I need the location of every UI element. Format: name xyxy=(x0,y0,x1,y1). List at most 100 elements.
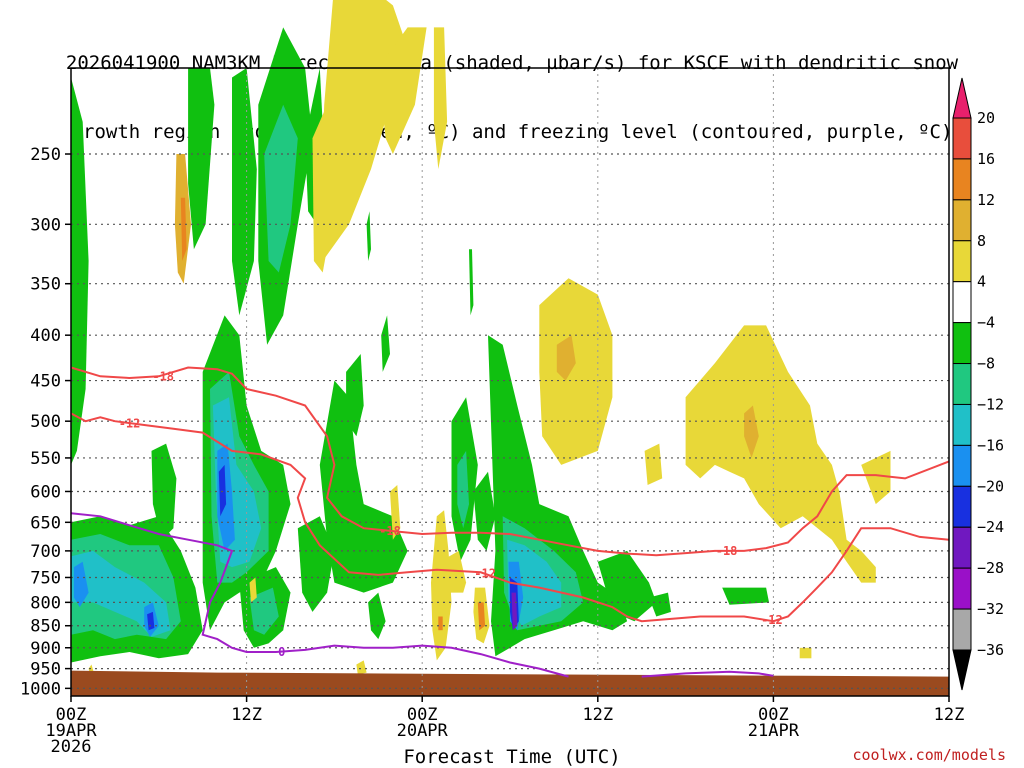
omega-region-58 xyxy=(249,577,257,603)
contour-label-6: 0 xyxy=(278,645,285,659)
plot-frame xyxy=(70,67,950,697)
colorbar-cell-12 xyxy=(952,567,972,610)
x-tick-date-0: 19APR xyxy=(45,721,97,741)
omega-region-50 xyxy=(477,602,486,631)
omega-region-20 xyxy=(319,380,408,593)
x-tick-label-12: 12Z xyxy=(231,705,262,725)
omega-region-16 xyxy=(264,104,298,273)
omega-region-44 xyxy=(685,325,876,583)
colorbar-label-7: −12 xyxy=(977,395,1004,413)
omega-region-24 xyxy=(381,315,390,372)
y-tick-label-1000: 1000 xyxy=(20,679,61,699)
x-tick-date-48: 21APR xyxy=(748,721,800,741)
omega-region-35 xyxy=(597,550,657,622)
colorbar-cell-7 xyxy=(952,363,972,405)
omega-region-21 xyxy=(346,354,364,437)
colorbar-cell-4 xyxy=(952,240,972,283)
omega-region-4 xyxy=(73,561,89,608)
y-tick-label-750: 750 xyxy=(30,568,61,588)
omega-region-42 xyxy=(539,278,613,465)
ground-fill xyxy=(71,670,949,696)
colorbar-label-5: −4 xyxy=(977,314,995,332)
y-tick-label-800: 800 xyxy=(30,593,61,613)
contour-label-0: -18 xyxy=(152,369,174,383)
x-axis-label: Forecast Time (UTC) xyxy=(403,746,621,768)
colorbar-label-3: 8 xyxy=(977,232,986,250)
colorbar-cell-13 xyxy=(952,608,972,651)
colorbar-cell-3 xyxy=(952,199,972,242)
y-tick-label-350: 350 xyxy=(30,275,61,295)
omega-region-28 xyxy=(473,471,496,551)
contour-label-3: -12 xyxy=(474,566,496,580)
purple-freezing-line-2 xyxy=(641,670,774,678)
omega-region-6 xyxy=(147,611,155,631)
colorbar-cell-2 xyxy=(952,158,972,201)
y-tick-label-700: 700 xyxy=(30,542,61,562)
y-axis-ticks: 2503003504004505005506006507007508008509… xyxy=(20,145,71,699)
x-tick-label-24: 00Z xyxy=(407,705,438,725)
omega-region-43 xyxy=(556,335,576,381)
omega-region-52 xyxy=(433,27,448,170)
colorbar-cell-5 xyxy=(952,281,972,324)
x-tick-label-48: 00Z xyxy=(758,705,789,725)
credit-text: coolwx.com/models xyxy=(852,746,1006,764)
contour-label-1: -12 xyxy=(119,416,141,430)
omega-region-23 xyxy=(368,592,386,640)
omega-region-37 xyxy=(722,587,769,605)
colorbar-cell-11 xyxy=(952,526,972,569)
y-tick-label-900: 900 xyxy=(30,639,61,659)
colorbar-label-1: 16 xyxy=(977,150,995,168)
omega-region-14 xyxy=(232,68,257,316)
y-tick-label-650: 650 xyxy=(30,513,61,533)
colorbar-label-8: −16 xyxy=(977,436,1004,454)
omega-region-60 xyxy=(180,197,187,261)
colorbar-cell-1 xyxy=(952,117,972,160)
colorbar-label-12: −32 xyxy=(977,600,1004,618)
omega-region-25 xyxy=(366,211,371,261)
y-tick-label-400: 400 xyxy=(30,326,61,346)
omega-region-40 xyxy=(378,27,427,154)
omega-region-38 xyxy=(469,249,474,316)
omega-region-27 xyxy=(457,450,469,529)
colorbar-label-9: −20 xyxy=(977,477,1004,495)
x-tick-year-0: 2026 xyxy=(51,737,92,757)
colorbar-cell-9 xyxy=(952,444,972,487)
colorbar: 20 16 12 8 4 −4 −8 −12 −16 −20 −24 −28 −32 −36 xyxy=(952,77,1004,691)
omega-region-19 xyxy=(249,587,279,635)
omega-region-0 xyxy=(71,77,89,465)
omega-region-56 xyxy=(356,660,367,675)
x-tick-date-24: 20APR xyxy=(397,721,449,741)
omega-region-13 xyxy=(218,464,227,517)
contour-label-4: -18 xyxy=(716,544,738,558)
purple-freezing-line xyxy=(70,512,569,678)
x-tick-label-36: 12Z xyxy=(582,705,613,725)
y-tick-label-450: 450 xyxy=(30,372,61,392)
colorbar-cell-6 xyxy=(952,322,972,365)
omega-region-46 xyxy=(861,450,891,505)
colorbar-cell-10 xyxy=(952,485,972,528)
plot-border xyxy=(70,67,950,697)
red-contour-minus18 xyxy=(70,366,950,557)
colorbar-label-4: 4 xyxy=(977,273,986,291)
x-tick-label-60: 12Z xyxy=(934,705,965,725)
y-tick-label-600: 600 xyxy=(30,482,61,502)
colorbar-label-6: −8 xyxy=(977,355,995,373)
colorbar-label-0: 20 xyxy=(977,109,995,127)
contour-lines: -18 -12 -18 -12 -18 -12 0 xyxy=(70,366,950,678)
omega-region-8 xyxy=(151,443,177,540)
omega-region-51 xyxy=(390,485,401,540)
omega-region-41 xyxy=(312,104,332,273)
y-tick-label-550: 550 xyxy=(30,449,61,469)
colorbar-label-10: −24 xyxy=(977,518,1004,536)
ground-layer xyxy=(71,670,949,696)
omega-region-45 xyxy=(744,405,759,458)
y-tick-label-250: 250 xyxy=(30,145,61,165)
omega-region-54 xyxy=(644,443,663,485)
red-contour-minus12 xyxy=(70,412,950,623)
y-tick-label-950: 950 xyxy=(30,660,61,680)
contour-label-2: -18 xyxy=(379,524,401,538)
omega-region-47 xyxy=(431,510,452,661)
omega-region-48 xyxy=(438,616,443,631)
